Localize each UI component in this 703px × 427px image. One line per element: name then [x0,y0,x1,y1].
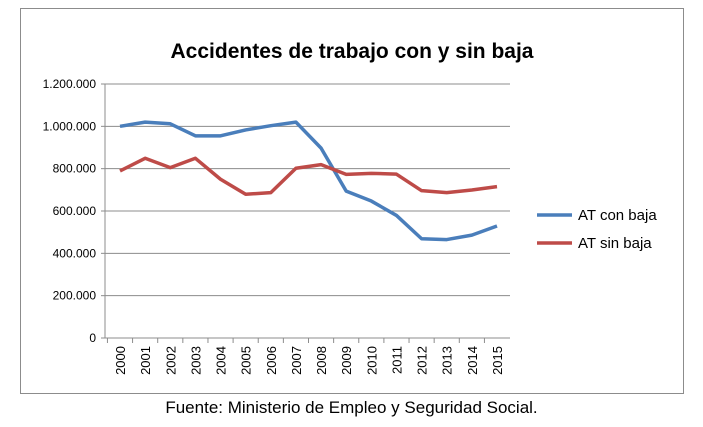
legend-label: AT con baja [578,207,657,224]
y-tick-label: 400.000 [53,246,97,260]
x-tick-label: 2001 [138,346,153,375]
line-chart: Accidentes de trabajo con y sin baja 0 20… [43,40,658,375]
x-tick-label: 2012 [415,346,430,375]
x-tick-label: 2004 [214,346,229,375]
x-tick-label: 2014 [465,346,480,375]
x-tick-label: 2000 [113,346,128,375]
chart-frame [20,8,684,394]
y-tick-label: 600.000 [53,204,97,218]
y-tick-label: 200.000 [53,289,97,303]
y-tick-label: 1.000.000 [43,119,97,133]
series-line-1 [119,156,498,197]
chart-title: Accidentes de trabajo con y sin baja [171,40,534,63]
series-line-0 [119,120,498,242]
x-tick-label: 2013 [440,346,455,375]
y-tick-label: 0 [89,331,96,345]
legend-label: AT sin baja [578,235,652,252]
x-tick-label: 2008 [314,346,329,375]
y-tick-label: 1.200.000 [43,77,97,91]
x-tick-label: 2006 [264,346,279,375]
x-tick-label: 2011 [389,346,404,374]
x-tick-label: 2015 [490,346,505,375]
x-tick-label: 2003 [188,346,203,375]
x-tick-label: 2009 [339,346,354,375]
x-tick-label: 2002 [163,346,178,375]
source-caption: Fuente: Ministerio de Empleo y Seguridad… [165,398,538,417]
x-tick-label: 2010 [364,346,379,375]
y-tick-label: 800.000 [53,162,97,176]
x-tick-label: 2007 [289,346,304,375]
x-tick-label: 2005 [239,346,254,375]
